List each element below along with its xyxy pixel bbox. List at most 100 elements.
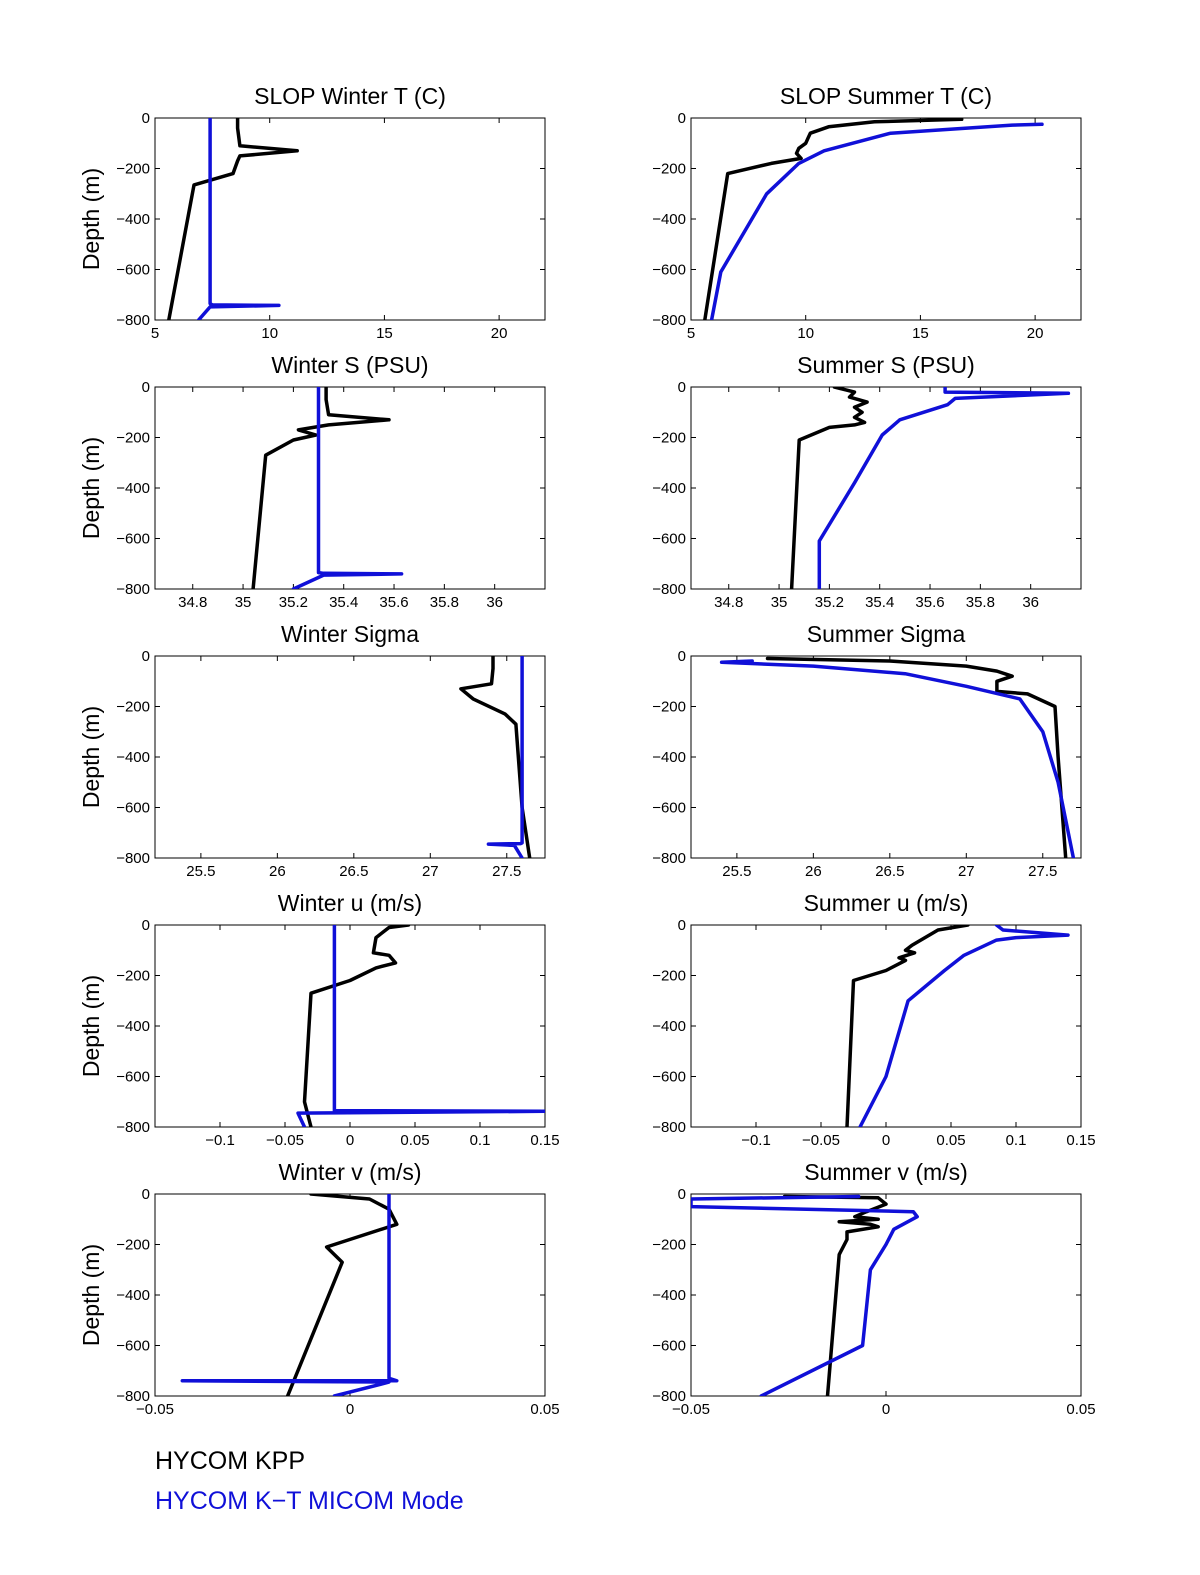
- series-line-hycom-k-t-micom-mode: [858, 925, 1070, 1127]
- x-tick-label: 26: [805, 863, 822, 880]
- y-tick-label: −200: [116, 968, 150, 985]
- series-line-hycom-kpp: [167, 118, 299, 320]
- y-tick-label: −400: [116, 1287, 150, 1304]
- plot-frame: [154, 1193, 546, 1397]
- y-tick-label: 0: [678, 110, 686, 127]
- y-tick-label: 0: [142, 1186, 150, 1203]
- legend-entry-hycom-kpp: HYCOM KPP: [155, 1447, 306, 1475]
- series-line-hycom-k-t-micom-mode: [486, 656, 524, 858]
- panel-summer-s-psu: 34.8 35 35.2 35.4 35.6 35.8 36 −800 −600 −400 −200…: [652, 352, 1082, 611]
- chart-title: Summer v (m/s): [804, 1159, 968, 1185]
- legend-entry-hycom-kt-micom-mode: HYCOM K−T MICOM Mode: [155, 1487, 464, 1515]
- y-tick-label: −800: [652, 312, 686, 329]
- x-tick-label: 0.1: [1006, 1132, 1027, 1149]
- series-line-hycom-k-t-micom-mode: [296, 925, 545, 1127]
- chart-title: Summer Sigma: [807, 621, 966, 647]
- x-tick-label: 0.15: [530, 1132, 559, 1149]
- x-tick-label: 10: [261, 325, 278, 342]
- y-tick-label: −800: [116, 1388, 150, 1405]
- x-tick-label: 0.05: [400, 1132, 429, 1149]
- y-tick-label: −200: [116, 1237, 150, 1254]
- series-line-hycom-k-t-micom-mode: [180, 1194, 399, 1396]
- panel-slop-summer-t-c: 5 10 15 20 −800 −600 −400 −200 0 SLOP Summer T (C…: [652, 83, 1082, 342]
- y-tick-label: −400: [116, 749, 150, 766]
- series-line-hycom-kpp: [703, 118, 964, 320]
- y-tick-label: 0: [142, 648, 150, 665]
- y-tick-label: −800: [116, 850, 150, 867]
- x-tick-label: −0.1: [205, 1132, 235, 1149]
- y-tick-label: −800: [116, 581, 150, 598]
- y-tick-label: −400: [116, 211, 150, 228]
- y-tick-label: −200: [116, 161, 150, 178]
- series-line-hycom-kpp: [765, 656, 1068, 858]
- y-axis-label: Depth (m): [78, 1244, 104, 1346]
- y-tick-label: 0: [678, 648, 686, 665]
- x-tick-label: 0: [346, 1132, 354, 1149]
- plot-frame: [690, 655, 1082, 859]
- panel-winter-sigma: 25.5 26 26.5 27 27.5 −800 −600 −400 −200 0 Winter …: [78, 621, 546, 880]
- y-tick-label: −600: [116, 800, 150, 817]
- panel-winter-s-psu: 34.8 35 35.2 35.4 35.6 35.8 36 −800 −600 −400 −200…: [78, 352, 546, 611]
- chart-title: Winter S (PSU): [271, 352, 428, 378]
- x-tick-label: 27.5: [492, 863, 521, 880]
- y-tick-label: −200: [652, 968, 686, 985]
- y-tick-label: 0: [678, 1186, 686, 1203]
- series-line-hycom-kpp: [459, 656, 532, 858]
- plot-frame: [690, 386, 1082, 590]
- y-tick-label: −600: [116, 1069, 150, 1086]
- x-tick-label: 27.5: [1028, 863, 1057, 880]
- plot-frame: [154, 924, 546, 1128]
- chart-title: Winter Sigma: [281, 621, 419, 647]
- y-tick-label: −600: [116, 262, 150, 279]
- y-tick-label: −800: [652, 581, 686, 598]
- x-tick-label: 27: [958, 863, 975, 880]
- plot-frame: [690, 117, 1082, 321]
- x-tick-label: 0.05: [530, 1401, 559, 1418]
- x-tick-label: 35: [235, 594, 252, 611]
- chart-title: Summer u (m/s): [804, 890, 969, 916]
- x-tick-label: −0.05: [672, 1401, 710, 1418]
- y-tick-label: −800: [652, 850, 686, 867]
- x-tick-label: 25.5: [722, 863, 751, 880]
- series-line-hycom-kpp: [285, 1194, 399, 1396]
- x-tick-label: 35.6: [379, 594, 408, 611]
- y-tick-label: −200: [116, 699, 150, 716]
- x-tick-label: 25.5: [186, 863, 215, 880]
- x-tick-label: 0.05: [1066, 1401, 1095, 1418]
- y-tick-label: 0: [678, 379, 686, 396]
- x-tick-label: 34.8: [178, 594, 207, 611]
- y-tick-label: −200: [652, 430, 686, 447]
- x-tick-label: 5: [687, 325, 695, 342]
- x-tick-label: 35.4: [865, 594, 894, 611]
- series-line-hycom-k-t-micom-mode: [291, 387, 404, 589]
- y-tick-label: 0: [142, 917, 150, 934]
- y-axis-label: Depth (m): [78, 975, 104, 1077]
- series-line-hycom-k-t-micom-mode: [709, 122, 1044, 320]
- y-tick-label: −600: [116, 1338, 150, 1355]
- x-tick-label: 26.5: [339, 863, 368, 880]
- y-axis-label: Depth (m): [78, 437, 104, 539]
- y-tick-label: −800: [116, 312, 150, 329]
- chart-title: Summer S (PSU): [797, 352, 975, 378]
- x-tick-label: −0.05: [266, 1132, 304, 1149]
- y-tick-label: −800: [116, 1119, 150, 1136]
- series-line-hycom-kpp: [845, 925, 970, 1127]
- x-tick-label: 10: [797, 325, 814, 342]
- chart-title: Winter u (m/s): [278, 890, 422, 916]
- x-tick-label: 26: [269, 863, 286, 880]
- x-tick-label: 35.4: [329, 594, 358, 611]
- x-tick-label: 15: [376, 325, 393, 342]
- y-tick-label: −600: [652, 531, 686, 548]
- y-tick-label: −400: [652, 1287, 686, 1304]
- y-tick-label: −200: [652, 1237, 686, 1254]
- x-tick-label: 27: [422, 863, 439, 880]
- y-tick-label: −400: [116, 480, 150, 497]
- panel-slop-winter-t-c: 5 10 15 20 −800 −600 −400 −200 0 SLOP Winter T (C…: [78, 83, 546, 342]
- panel-winter-u-m-s: −0.1 −0.05 0 0.05 0.1 0.15 −800 −600 −400 −200 0 Wi…: [78, 890, 560, 1149]
- x-tick-label: 35.6: [915, 594, 944, 611]
- x-tick-label: 35.2: [815, 594, 844, 611]
- y-tick-label: −600: [652, 262, 686, 279]
- y-tick-label: −800: [652, 1388, 686, 1405]
- x-tick-label: 0: [346, 1401, 354, 1418]
- chart-title: SLOP Winter T (C): [254, 83, 446, 109]
